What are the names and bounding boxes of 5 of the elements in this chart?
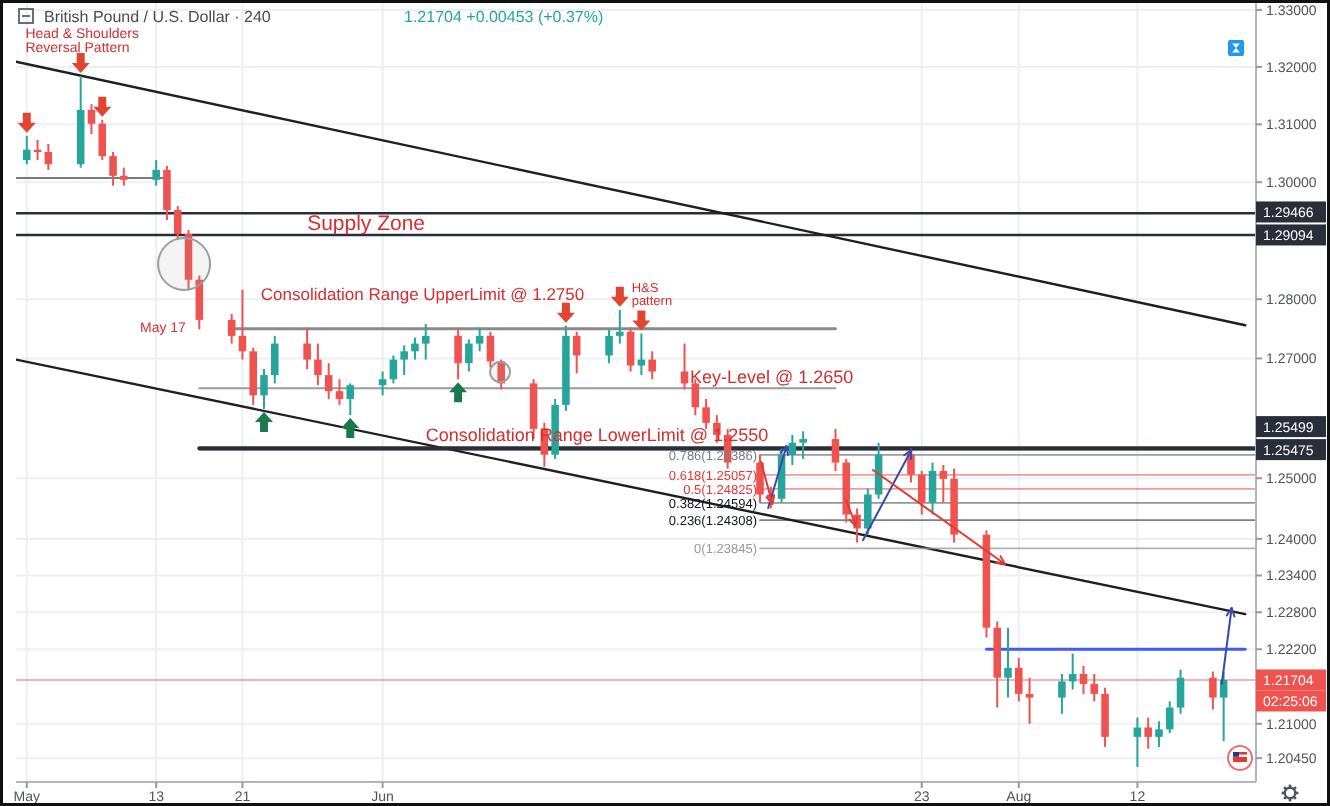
chart-subtitle: 1.21704 +0.00453 (+0.37%) bbox=[404, 8, 604, 26]
chart-title: British Pound / U.S. Dollar · 240 bbox=[44, 8, 272, 26]
annotation: Key-Level @ 1.2650 bbox=[689, 367, 854, 387]
annotation: Consolidation Range UpperLimit @ 1.2750 bbox=[260, 284, 585, 304]
annotation: Supply Zone bbox=[307, 212, 426, 236]
